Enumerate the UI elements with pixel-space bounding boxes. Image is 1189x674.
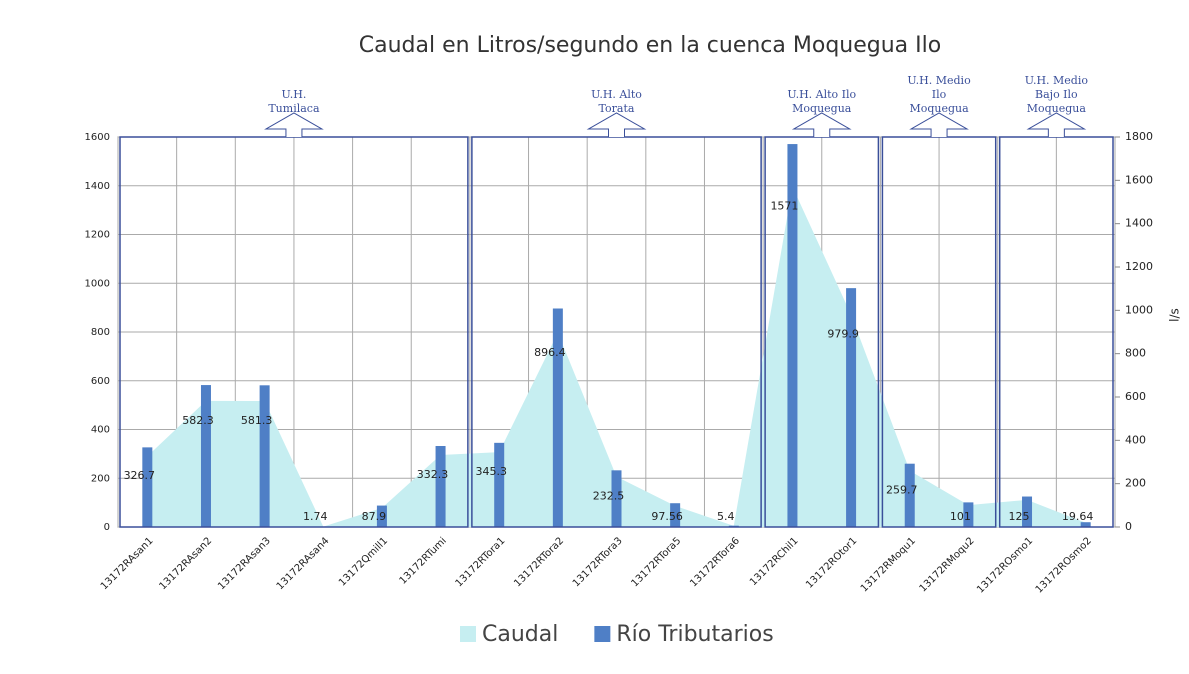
y2-tick-label: 400 <box>1125 433 1146 446</box>
x-tick-label: 13172ROsmo1 <box>975 535 1035 595</box>
group-arrow <box>589 113 645 137</box>
x-tick-label: 13172RTora6 <box>688 535 742 589</box>
y-tick-label: 1600 <box>85 132 110 143</box>
data-label: 232.5 <box>593 490 625 503</box>
chart-title: Caudal en Litros/segundo en la cuenca Mo… <box>359 33 941 58</box>
bar <box>494 443 504 527</box>
y2-tick-label: 600 <box>1125 390 1146 403</box>
group-label: Ilo <box>932 88 947 101</box>
group-label: U.H. Medio <box>907 74 971 87</box>
x-tick-label: 13172RTora5 <box>630 535 684 589</box>
data-label: 582.3 <box>182 414 214 427</box>
bar <box>553 309 563 527</box>
data-label: 125 <box>1009 510 1030 523</box>
y-tick-label: 400 <box>91 425 110 436</box>
group-label: Bajo Ilo <box>1035 88 1078 101</box>
bar <box>260 385 270 527</box>
group-label: Moquegua <box>909 102 969 115</box>
data-label: 326.7 <box>124 469 156 482</box>
y2-tick-label: 0 <box>1125 520 1132 533</box>
y-tick-label: 1000 <box>85 278 110 289</box>
y2-tick-label: 1800 <box>1125 130 1153 143</box>
group-arrow <box>266 113 322 137</box>
legend-label: Caudal <box>482 622 558 647</box>
group-label: Moquegua <box>792 102 852 115</box>
bar <box>142 447 152 527</box>
group-label: U.H. Medio <box>1025 74 1089 87</box>
data-label: 19.64 <box>1062 510 1094 523</box>
group-arrow <box>1028 113 1084 137</box>
y2-tick-label: 200 <box>1125 477 1146 490</box>
x-tick-label: 13172RAsan2 <box>157 535 214 592</box>
x-tick-label: 13172RTumi <box>398 535 449 586</box>
x-tick-label: 13172RMoqu1 <box>859 535 918 594</box>
group-label: Tumilaca <box>268 102 320 115</box>
y-tick-label: 600 <box>91 376 110 387</box>
data-label: 332.3 <box>417 468 449 481</box>
group-label: U.H. Alto <box>591 88 642 101</box>
y2-tick-label: 800 <box>1125 347 1146 360</box>
x-tick-label: 13172ROsmo2 <box>1034 535 1094 595</box>
group-label: U.H. <box>282 88 307 101</box>
x-tick-label: 13172RTora2 <box>512 535 566 589</box>
y-tick-label: 200 <box>91 473 110 484</box>
data-label: 979.9 <box>827 328 859 341</box>
data-label: 5.4 <box>717 510 735 523</box>
y-tick-label: 0 <box>104 522 110 533</box>
group-label: Moquegua <box>1027 102 1087 115</box>
legend-label: Río Tributarios <box>616 622 773 647</box>
y-tick-label: 1200 <box>85 230 110 241</box>
data-label: 1.74 <box>303 510 328 523</box>
legend-swatch <box>460 626 476 642</box>
data-label: 101 <box>950 510 971 523</box>
y2-tick-label: 1600 <box>1125 173 1153 186</box>
x-tick-label: 13172RAsan4 <box>275 535 332 592</box>
data-label: 97.56 <box>651 510 683 523</box>
y2-axis-label: l/s <box>1168 308 1182 322</box>
data-label: 345.3 <box>475 465 507 478</box>
x-tick-label: 13172ROtor1 <box>804 535 859 590</box>
y2-tick-label: 1000 <box>1125 303 1153 316</box>
group-label: U.H. Alto Ilo <box>787 88 856 101</box>
data-label: 581.3 <box>241 414 273 427</box>
y-tick-label: 1400 <box>85 181 110 192</box>
x-tick-label: 13172Qmill1 <box>337 535 390 588</box>
group-arrow <box>794 113 850 137</box>
x-tick-label: 13172RTora1 <box>454 535 508 589</box>
legend-swatch <box>594 626 610 642</box>
x-tick-label: 13172RAsan3 <box>216 535 273 592</box>
x-tick-label: 13172RChil1 <box>748 535 801 588</box>
x-tick-label: 13172RMoqu2 <box>918 535 977 594</box>
data-label: 87.9 <box>362 510 387 523</box>
group-label: Torata <box>599 102 635 115</box>
y2-tick-label: 1400 <box>1125 217 1153 230</box>
y-tick-label: 800 <box>91 327 110 338</box>
group-arrow <box>911 113 967 137</box>
data-label: 259.7 <box>886 484 918 497</box>
bar <box>846 288 856 527</box>
bar <box>436 446 446 527</box>
bar <box>201 385 211 527</box>
y2-tick-label: 1200 <box>1125 260 1153 273</box>
data-label: 1571 <box>770 200 798 213</box>
data-label: 896.4 <box>534 346 566 359</box>
x-tick-label: 13172RAsan1 <box>99 535 156 592</box>
x-tick-label: 13172RTora3 <box>571 535 625 589</box>
